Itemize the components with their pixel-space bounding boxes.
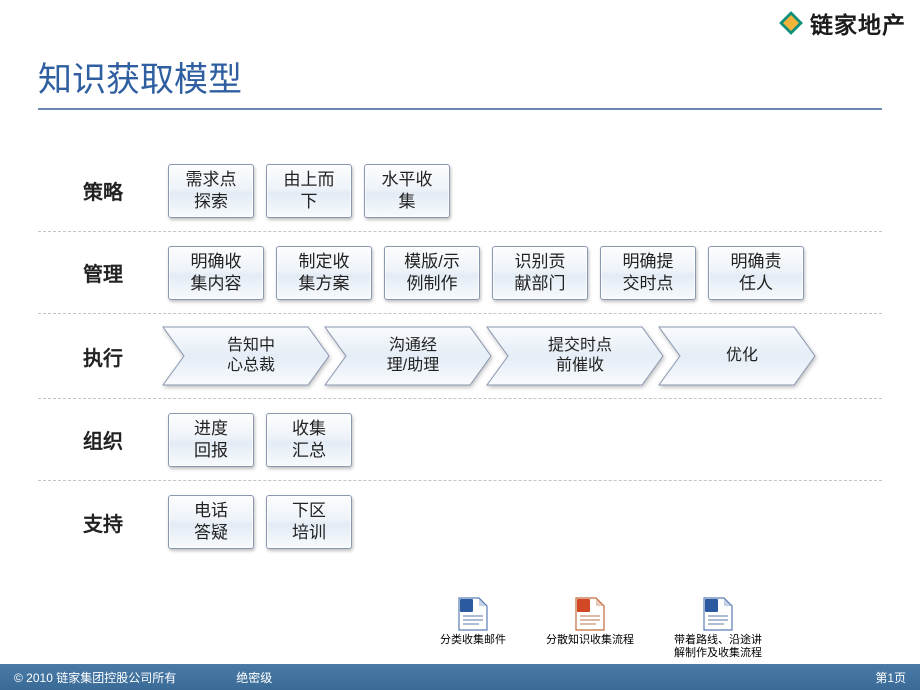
chevron-step: 沟通经理/助理	[324, 326, 492, 386]
brand-logo: 链家地产	[778, 6, 906, 40]
doc-item: 带着路线、沿途讲解制作及收集流程	[674, 596, 762, 660]
doc-label: 分类收集邮件	[440, 634, 506, 647]
row-label: 支持	[38, 508, 168, 537]
doc-item: 分散知识收集流程	[546, 596, 634, 647]
logo-icon	[778, 10, 804, 36]
row-label: 策略	[38, 176, 168, 205]
row-管理: 管理明确收集内容制定收集方案模版/示例制作识别贡献部门明确提交时点明确责任人	[38, 232, 882, 314]
box-item: 模版/示例制作	[384, 246, 480, 300]
box-item: 下区培训	[266, 495, 352, 549]
title-underline	[38, 108, 882, 110]
ppt-doc-icon	[574, 596, 606, 632]
row-label: 管理	[38, 258, 168, 287]
row-content: 告知中心总裁 沟通经理/助理	[162, 326, 816, 386]
row-label: 组织	[38, 425, 168, 454]
chevron-label: 提交时点前催收	[538, 336, 612, 376]
doc-item: 分类收集邮件	[440, 596, 506, 647]
diagram-rows: 策略需求点探索由上而下水平收集管理明确收集内容制定收集方案模版/示例制作识别贡献…	[38, 150, 882, 563]
footer-copyright: © 2010 链家集团控股公司所有	[14, 669, 176, 686]
chevron-step: 优化	[658, 326, 816, 386]
box-item: 明确提交时点	[600, 246, 696, 300]
chevron-label: 沟通经理/助理	[377, 336, 439, 376]
chevron-label: 告知中心总裁	[217, 336, 275, 376]
doc-label: 带着路线、沿途讲解制作及收集流程	[674, 634, 762, 660]
row-支持: 支持电话答疑下区培训	[38, 481, 882, 563]
row-content: 明确收集内容制定收集方案模版/示例制作识别贡献部门明确提交时点明确责任人	[168, 246, 804, 300]
row-执行: 执行 告知中心总裁	[38, 314, 882, 399]
box-item: 明确收集内容	[168, 246, 264, 300]
box-item: 制定收集方案	[276, 246, 372, 300]
row-content: 进度回报收集汇总	[168, 413, 352, 467]
chevron-label: 优化	[716, 346, 758, 366]
page-title: 知识获取模型	[38, 52, 242, 101]
chevron-step: 告知中心总裁	[162, 326, 330, 386]
row-组织: 组织进度回报收集汇总	[38, 399, 882, 481]
footer-classification: 绝密级	[236, 669, 875, 686]
row-content: 需求点探索由上而下水平收集	[168, 164, 450, 218]
box-item: 由上而下	[266, 164, 352, 218]
box-item: 电话答疑	[168, 495, 254, 549]
box-item: 识别贡献部门	[492, 246, 588, 300]
footer-documents: 分类收集邮件 分散知识收集流程 带着路线、沿途讲解制作及收集流程	[440, 596, 762, 660]
word-doc-icon	[457, 596, 489, 632]
box-item: 收集汇总	[266, 413, 352, 467]
doc-label: 分散知识收集流程	[546, 634, 634, 647]
row-策略: 策略需求点探索由上而下水平收集	[38, 150, 882, 232]
word-doc-icon	[702, 596, 734, 632]
footer-page: 第1页	[875, 669, 906, 686]
row-content: 电话答疑下区培训	[168, 495, 352, 549]
box-item: 进度回报	[168, 413, 254, 467]
box-item: 需求点探索	[168, 164, 254, 218]
logo-text: 链家地产	[810, 6, 906, 40]
chevron-step: 提交时点前催收	[486, 326, 664, 386]
box-item: 明确责任人	[708, 246, 804, 300]
box-item: 水平收集	[364, 164, 450, 218]
footer-bar: © 2010 链家集团控股公司所有 绝密级 第1页	[0, 664, 920, 690]
row-label: 执行	[38, 342, 168, 371]
